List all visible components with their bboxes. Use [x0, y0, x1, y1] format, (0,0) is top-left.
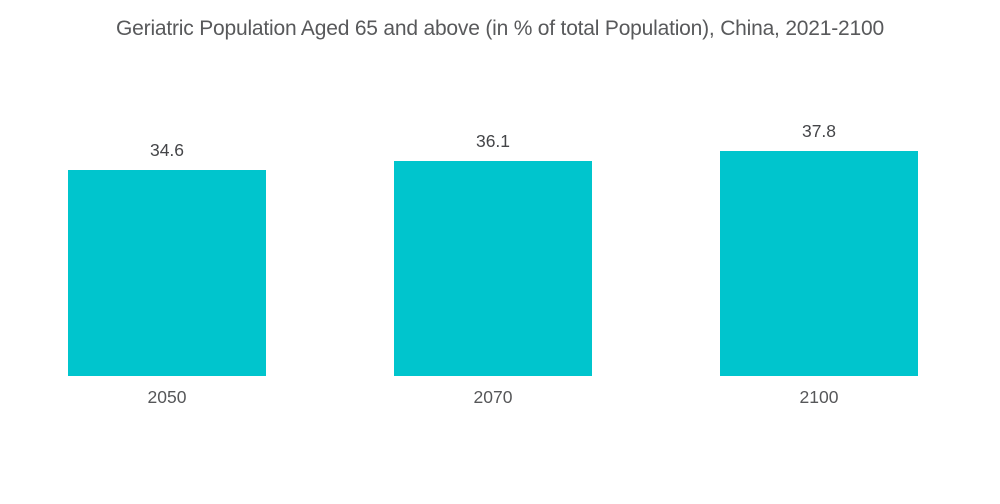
bar-2070 — [394, 161, 592, 376]
bar-group-2100: 37.8 2100 — [720, 121, 918, 407]
x-axis-tick-label: 2070 — [473, 387, 513, 407]
x-axis-tick-label: 2050 — [147, 387, 187, 407]
bar-2050 — [68, 170, 266, 376]
bar-value-label: 37.8 — [801, 121, 837, 141]
plot-area: 34.6 2050 36.1 2070 37.8 2100 — [68, 121, 918, 407]
bar-value-label: 36.1 — [475, 131, 511, 151]
bar-value-label: 34.6 — [149, 140, 185, 160]
bar-group-2050: 34.6 2050 — [68, 140, 266, 407]
bar-group-2070: 36.1 2070 — [394, 131, 592, 407]
bar-2100 — [720, 151, 918, 376]
chart-title: Geriatric Population Aged 65 and above (… — [116, 17, 884, 40]
x-axis-tick-label: 2100 — [799, 387, 839, 407]
